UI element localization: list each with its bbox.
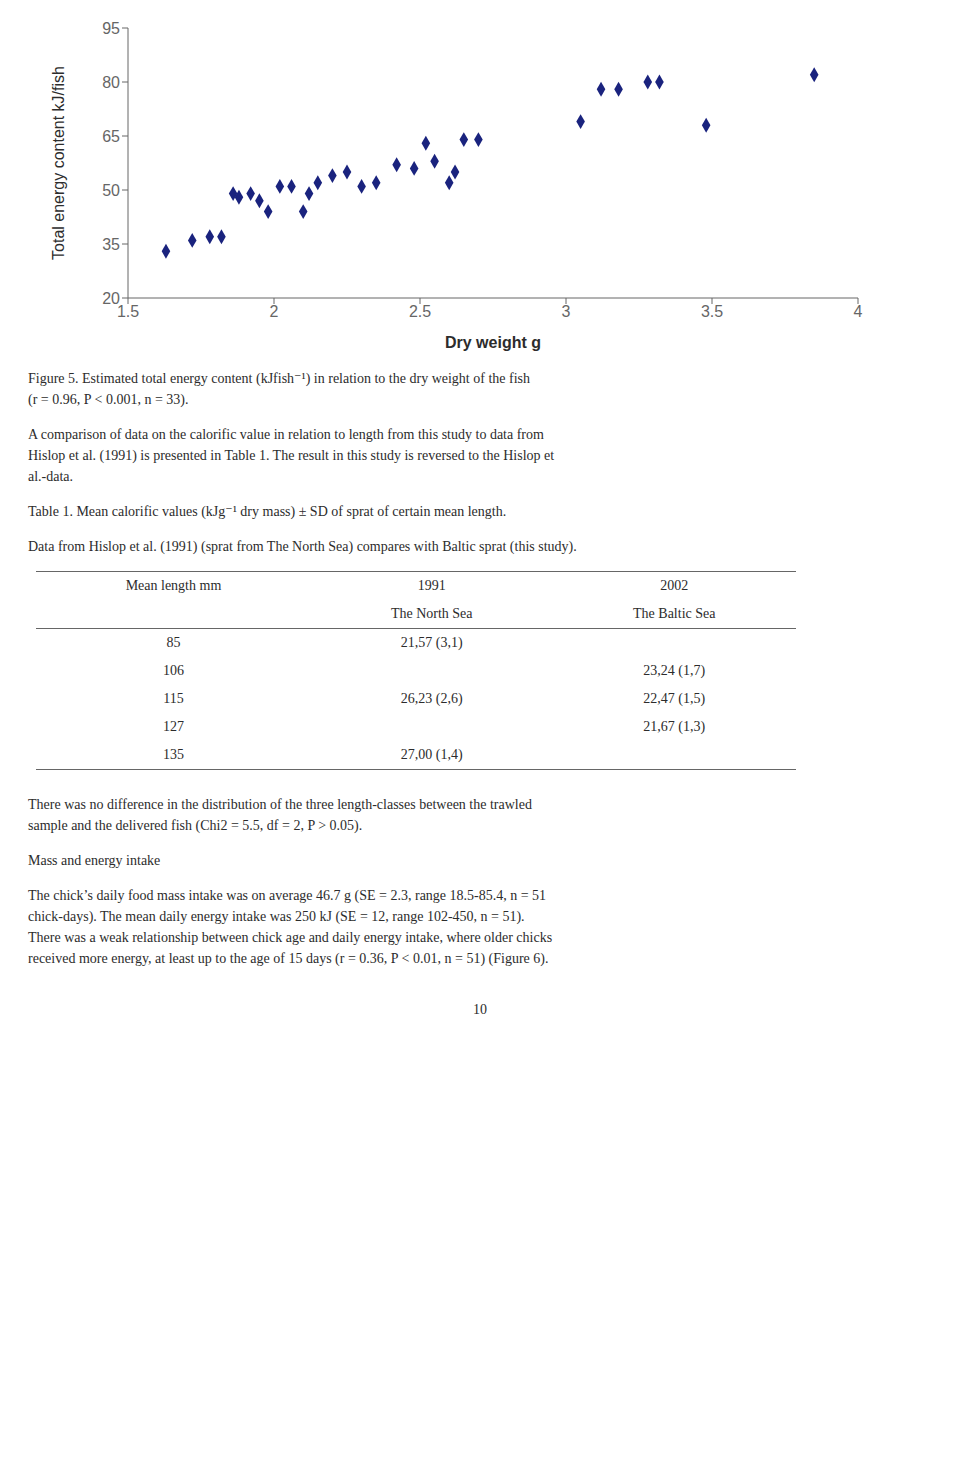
svg-text:65: 65 — [102, 128, 120, 145]
html-text:Table 1. Mean calorific values: Table 1. Mean calorific values (kJg⁻¹ dr… — [28, 504, 507, 519]
svg-text:95: 95 — [102, 20, 120, 37]
html-text:135: 135 — [163, 747, 184, 762]
html-text:The chick’s daily food mass in: The chick’s daily food mass intake was o… — [28, 888, 553, 966]
html-text:Mean length mm: Mean length mm — [125, 578, 222, 593]
svg-text:50: 50 — [102, 182, 120, 199]
svg-text:Dry weight g: Dry weight g — [445, 334, 541, 351]
svg-text:20: 20 — [102, 290, 120, 307]
html-text:Mass and energy intake: Mass and energy intake — [28, 853, 161, 868]
html-text:A comparison of data on the ca: A comparison of data on the calorific va… — [28, 427, 555, 484]
html-text:21,57 (3,1): 21,57 (3,1) — [400, 635, 463, 650]
html-text:106: 106 — [163, 663, 184, 678]
html-text:27,00 (1,4): 27,00 (1,4) — [400, 747, 463, 762]
html-text:26,23 (2,6): 26,23 (2,6) — [400, 691, 463, 706]
html-text:115: 115 — [163, 691, 184, 706]
html-text:1991: 1991 — [417, 578, 446, 593]
svg-text:80: 80 — [102, 74, 120, 91]
html-text:Data from Hislop et al. (1991): Data from Hislop et al. (1991) (sprat fr… — [28, 539, 577, 554]
svg-text:3: 3 — [562, 303, 571, 320]
svg-text:4: 4 — [854, 303, 863, 320]
html-text:21,67 (1,3): 21,67 (1,3) — [643, 719, 706, 734]
html-text:The Baltic Sea: The Baltic Sea — [633, 606, 716, 621]
svg-text:35: 35 — [102, 236, 120, 253]
html-text:Figure 5. Estimated total ener: Figure 5. Estimated total energy content… — [28, 371, 530, 407]
svg-text:Total energy content kJ/fish: Total energy content kJ/fish — [50, 66, 67, 260]
html-text:22,47 (1,5): 22,47 (1,5) — [643, 691, 706, 706]
html-text:23,24 (1,7): 23,24 (1,7) — [643, 663, 706, 678]
html-text:127: 127 — [163, 719, 184, 734]
html-text:2002: 2002 — [660, 578, 689, 593]
svg-text:2: 2 — [270, 303, 279, 320]
svg-text:2.5: 2.5 — [409, 303, 431, 320]
html-text:The North Sea: The North Sea — [390, 606, 473, 621]
svg-text:1.5: 1.5 — [117, 303, 139, 320]
html-text:There was no difference in the: There was no difference in the distribut… — [28, 797, 532, 833]
svg-text:3.5: 3.5 — [701, 303, 723, 320]
html-text:10: 10 — [473, 1002, 487, 1017]
html-text:85: 85 — [166, 635, 181, 650]
